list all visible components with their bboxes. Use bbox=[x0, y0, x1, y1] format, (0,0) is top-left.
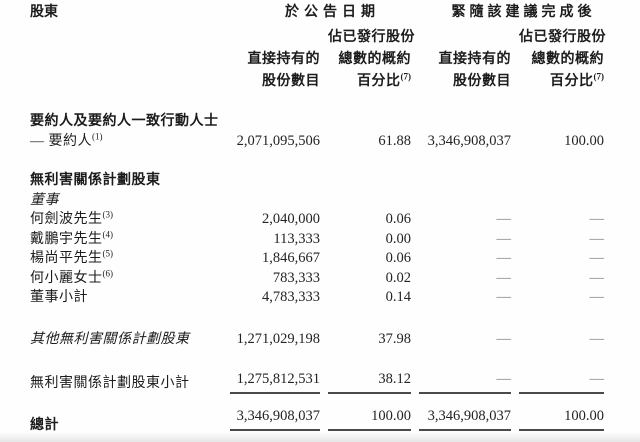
row-director-yang-shangping: 楊尚平先生(5) 1,846,667 0.06 — — bbox=[30, 249, 604, 269]
pct-post-proposal: 100.00 bbox=[519, 407, 604, 435]
shareholder-label: 楊尚平先生 bbox=[30, 251, 103, 266]
shares-post-proposal: — bbox=[496, 250, 512, 266]
footnote-ref-3: (3) bbox=[102, 209, 114, 220]
row-disinterested-subtotal: 無利害關係計劃股東小計 1,275,812,531 38.12 — — bbox=[30, 370, 604, 394]
row-director-ho-siu-lai: 何小麗女士(6) 783,333 0.02 — — bbox=[30, 267, 605, 289]
pct-at-announcement: 0.02 bbox=[385, 269, 411, 286]
shares-at-announcement: 2,071,095,506 bbox=[236, 132, 320, 149]
shares-at-announcement: 1,846,667 bbox=[262, 250, 320, 266]
shares-at-announcement: 1,271,029,198 bbox=[236, 330, 320, 347]
subheader-percentage-announcement: 佔已發行股份 總數的概約 百分比(7) bbox=[328, 30, 415, 89]
row-disinterested-scheme-shareholders-heading: 無利害關係計劃股東 bbox=[30, 171, 604, 191]
shares-at-announcement: 2,040,000 bbox=[262, 211, 320, 227]
shareholder-label: 其他無利害關係計劃股東 bbox=[30, 331, 190, 347]
pct-post-proposal: — bbox=[589, 330, 605, 347]
shares-post-proposal: — bbox=[496, 330, 512, 347]
shareholder-column-header: 股東 bbox=[30, 5, 58, 20]
subheader-shares-announcement: 直接持有的 股份數目 bbox=[247, 52, 320, 89]
table-header-groups: 股東 於公告日期 緊隨該建議完成後 bbox=[30, 3, 604, 23]
pct-post-proposal: — bbox=[589, 289, 605, 305]
shares-post-proposal: — bbox=[496, 289, 512, 305]
shareholder-label: 何小麗女士 bbox=[30, 270, 103, 286]
pct-post-proposal: — bbox=[589, 230, 605, 247]
shares-post-proposal: — bbox=[419, 370, 511, 394]
shareholder-label: — 要約人 bbox=[30, 133, 92, 149]
shareholder-label: 要約人及要約人一致行動人士 bbox=[30, 114, 219, 129]
footnote-ref-5: (5) bbox=[102, 248, 114, 259]
shareholder-label: 戴鵬宇先生 bbox=[30, 231, 103, 247]
row-offeror-concert-parties-heading: 要約人及要約人一致行動人士 bbox=[30, 112, 604, 132]
pct-at-announcement: 37.98 bbox=[378, 330, 411, 347]
pct-post-proposal: — bbox=[589, 250, 605, 266]
row-director-ho-kim-po: 何劍波先生(3) 2,040,000 0.06 — — bbox=[30, 210, 604, 230]
shares-post-proposal: — bbox=[496, 230, 512, 247]
row-directors-heading: 董事 bbox=[30, 191, 604, 211]
row-total: 總計 3,346,908,037 100.00 3,346,908,037 10… bbox=[30, 407, 604, 435]
shares-post-proposal: 3,346,908,037 bbox=[427, 132, 511, 149]
pct-at-announcement: 100.00 bbox=[328, 407, 411, 435]
subheader-shares-post-proposal: 直接持有的 股份數目 bbox=[438, 52, 511, 89]
table-subheaders: 直接持有的 股份數目 佔已發行股份 總數的概約 百分比(7) 直接持有的 股份數… bbox=[30, 27, 606, 93]
shareholder-label: 無利害關係計劃股東小計 bbox=[30, 376, 190, 391]
footnote-ref-1: (1) bbox=[92, 130, 103, 141]
shares-post-proposal: — bbox=[496, 269, 512, 286]
shares-at-announcement: 113,333 bbox=[273, 230, 320, 247]
shareholder-label: 何劍波先生 bbox=[30, 212, 103, 227]
shares-at-announcement: 3,346,908,037 bbox=[230, 407, 320, 435]
pct-at-announcement: 38.12 bbox=[328, 370, 411, 394]
pct-post-proposal: — bbox=[519, 370, 604, 394]
pct-at-announcement: 0.06 bbox=[385, 250, 411, 266]
row-director-dai-pengyu: 戴鵬宇先生(4) 113,333 0.00 — — bbox=[30, 228, 605, 250]
group-header-post-proposal: 緊隨該建議完成後 bbox=[451, 5, 596, 20]
pct-post-proposal: — bbox=[589, 269, 605, 286]
row-offeror: — 要約人(1) 2,071,095,506 61.88 3,346,908,0… bbox=[30, 130, 604, 152]
shares-at-announcement: 783,333 bbox=[272, 269, 320, 286]
footnote-ref-4: (4) bbox=[102, 228, 114, 239]
shares-post-proposal: — bbox=[496, 211, 512, 227]
table-body: 要約人及要約人一致行動人士 — 要約人(1) 2,071,095,506 61.… bbox=[30, 112, 604, 435]
footnote-ref-6: (6) bbox=[102, 267, 114, 278]
row-other-disinterested-shareholders: 其他無利害關係計劃股東 1,271,029,198 37.98 — — bbox=[30, 330, 604, 350]
shareholder-label: 董事小計 bbox=[30, 290, 88, 305]
footnote-ref-7: (7) bbox=[400, 71, 412, 82]
footnote-ref-7: (7) bbox=[593, 71, 605, 82]
shares-at-announcement: 1,275,812,531 bbox=[230, 370, 320, 394]
shareholder-label: 無利害關係計劃股東 bbox=[30, 173, 161, 188]
shareholder-label: 總計 bbox=[30, 417, 59, 433]
subheader-percentage-post-proposal: 佔已發行股份 總數的概約 百分比(7) bbox=[519, 30, 606, 89]
pct-at-announcement: 0.14 bbox=[385, 289, 411, 305]
row-directors-subtotal: 董事小計 4,783,333 0.14 — — bbox=[30, 288, 604, 308]
pct-post-proposal: — bbox=[589, 211, 605, 227]
group-header-announcement-date: 於公告日期 bbox=[285, 5, 380, 20]
pct-at-announcement: 0.06 bbox=[385, 211, 411, 227]
pct-at-announcement: 0.00 bbox=[385, 230, 411, 247]
shares-post-proposal: 3,346,908,037 bbox=[419, 407, 511, 435]
shareholder-label: 董事 bbox=[30, 192, 59, 208]
pct-post-proposal: 100.00 bbox=[564, 132, 604, 149]
shares-at-announcement: 4,783,333 bbox=[262, 289, 320, 305]
page-bottom-shadow bbox=[0, 432, 640, 442]
pct-at-announcement: 61.88 bbox=[378, 132, 411, 149]
